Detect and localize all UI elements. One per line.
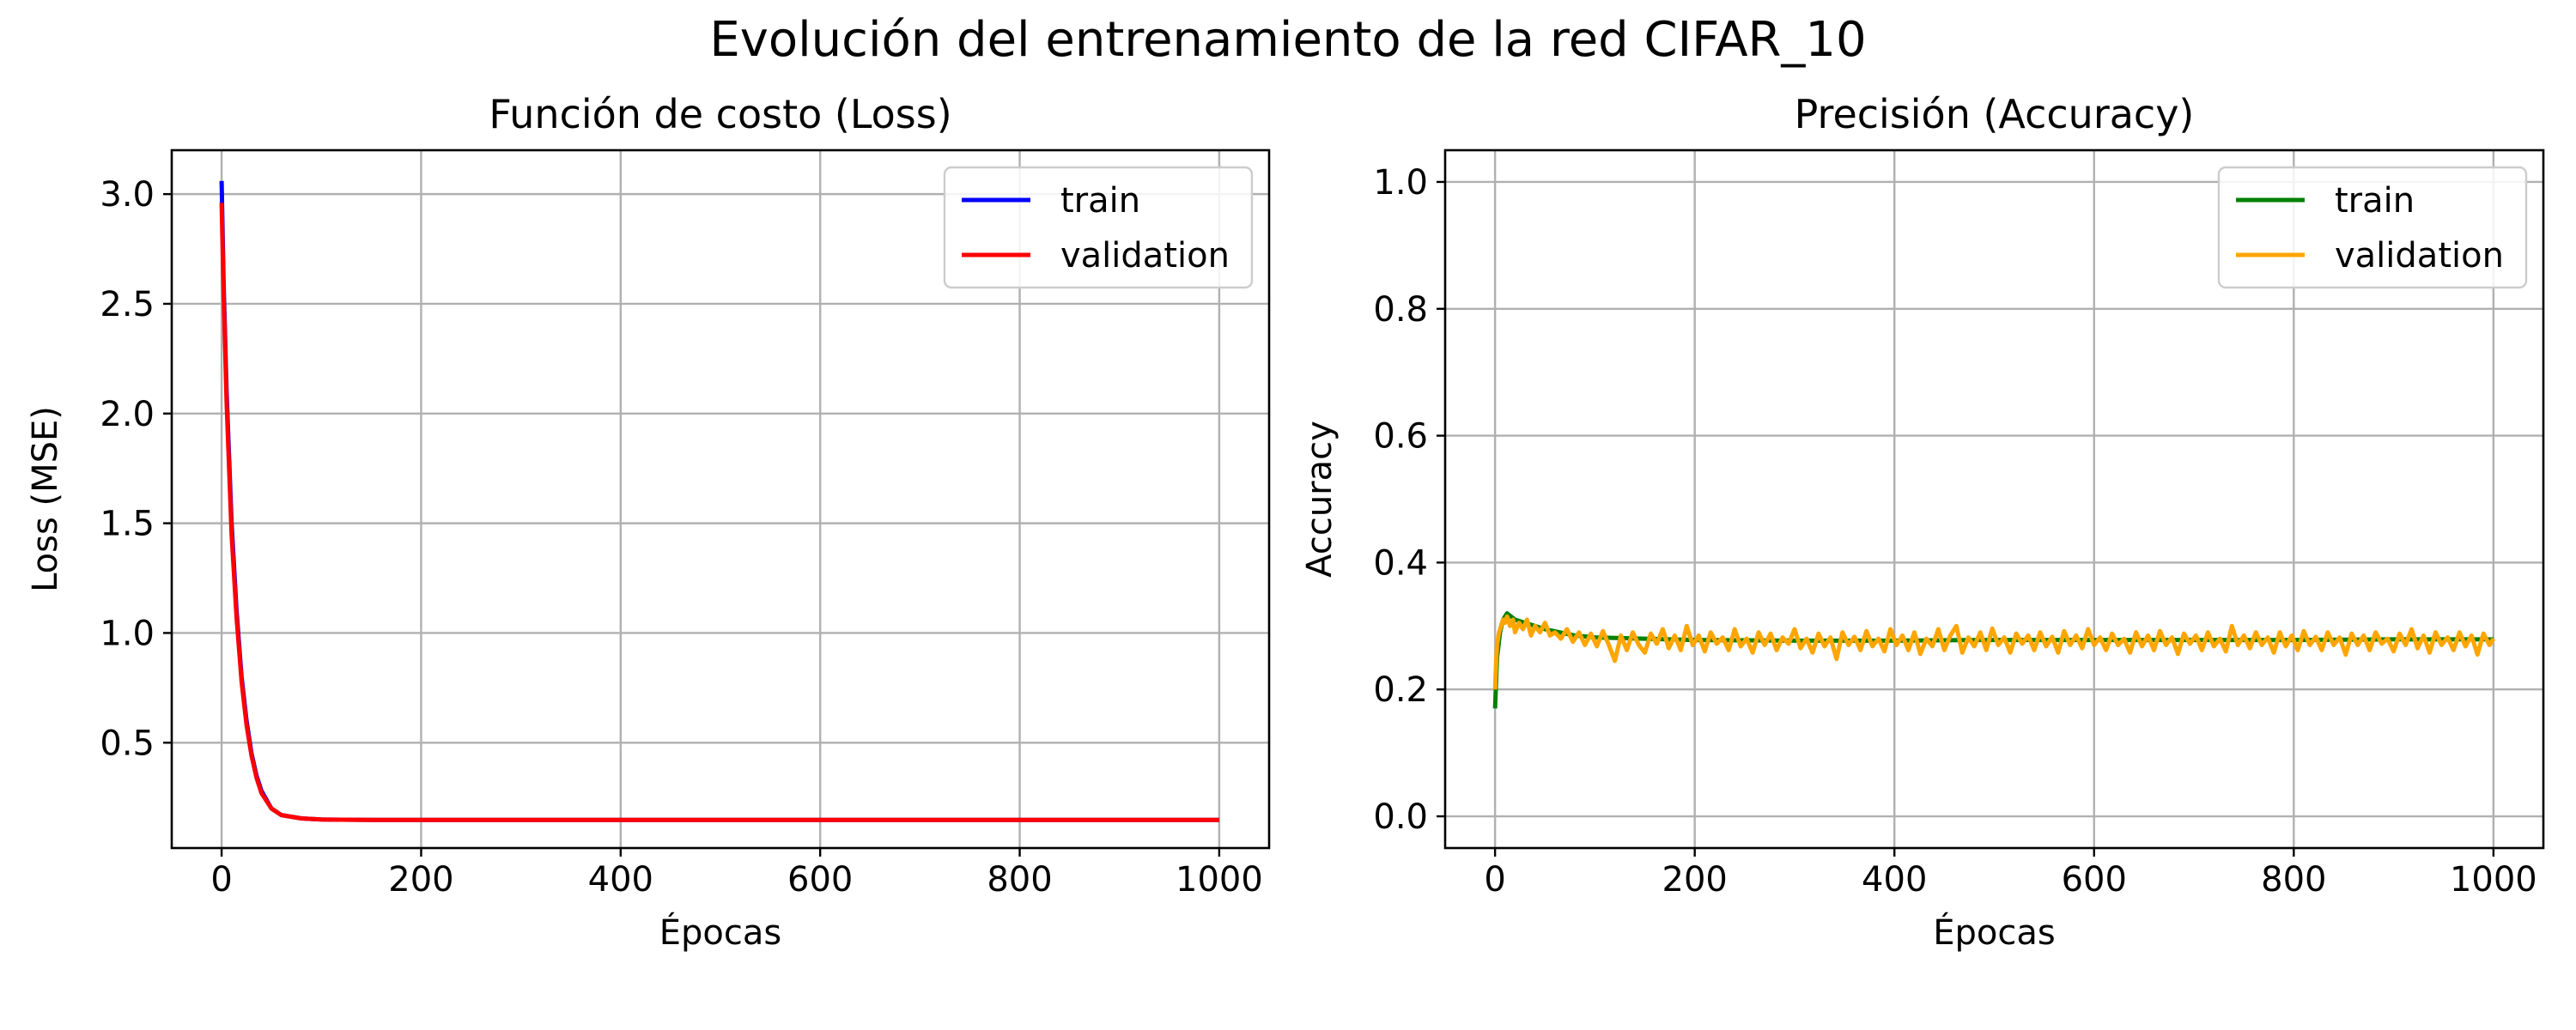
accuracy-y-tick-label: 0.6	[1373, 417, 1428, 457]
accuracy-y-tick-label: 1.0	[1373, 163, 1428, 203]
figure-title: Evolución del entrenamiento de la red CI…	[709, 12, 1866, 68]
loss-title: Función de costo (Loss)	[489, 91, 951, 137]
accuracy-x-tick-label: 200	[1662, 860, 1728, 900]
accuracy-legend-box	[2217, 166, 2528, 289]
loss-y-tick-label: 0.5	[100, 724, 155, 763]
accuracy-x-tick-label: 800	[2261, 860, 2326, 900]
accuracy-y-tick-label: 0.4	[1373, 543, 1428, 583]
accuracy-y-tick-label: 0.2	[1373, 670, 1428, 710]
loss-x-axis-label: Épocas	[659, 912, 781, 953]
accuracy-title: Precisión (Accuracy)	[1795, 91, 2195, 137]
loss-x-tick-label: 800	[987, 860, 1052, 900]
loss-x-tick-label: 0	[210, 860, 232, 900]
loss-legend: train validation	[943, 166, 1254, 289]
accuracy-panel: 0 200 400 600 800 1000 0.0 0.2 0.4 0.6 0.8 1.0 Preci…	[1300, 91, 2545, 953]
accuracy-legend: train validation	[2217, 166, 2528, 289]
loss-legend-label-train: train	[1060, 181, 1140, 221]
loss-y-tick-label: 1.0	[100, 614, 155, 653]
loss-series-line-validation	[219, 203, 1219, 822]
loss-axes-frame	[170, 148, 1271, 850]
loss-panel: 0 200 400 600 800 1000 0.5 1.0 1.5 2.0 2.5 3.0 Funci…	[26, 91, 1271, 953]
loss-y-axis-label: Loss (MSE)	[26, 406, 65, 592]
accuracy-axes-frame	[1443, 148, 2545, 850]
loss-y-tick-label: 3.0	[100, 175, 155, 215]
accuracy-x-axis-label: Épocas	[1933, 912, 2055, 953]
loss-x-tick-label: 200	[388, 860, 453, 900]
loss-x-tick-label: 1000	[1176, 860, 1263, 900]
accuracy-y-tick-label: 0.0	[1373, 797, 1428, 837]
accuracy-legend-label-train: train	[2335, 181, 2415, 221]
accuracy-x-tick-label: 1000	[2450, 860, 2537, 900]
accuracy-x-tick-label: 0	[1484, 860, 1505, 900]
loss-legend-label-validation: validation	[1060, 236, 1230, 276]
loss-x-tick-label: 600	[787, 860, 853, 900]
loss-y-tick-label: 2.5	[100, 285, 155, 324]
accuracy-y-axis-label: Accuracy	[1300, 421, 1340, 578]
accuracy-x-tick-label: 600	[2062, 860, 2127, 900]
accuracy-legend-label-validation: validation	[2335, 236, 2504, 276]
loss-x-tick-label: 400	[588, 860, 653, 900]
loss-legend-box	[943, 166, 1254, 289]
accuracy-series-line-validation	[1492, 614, 2495, 690]
accuracy-x-tick-label: 400	[1862, 860, 1927, 900]
accuracy-y-tick-label: 0.8	[1373, 290, 1428, 330]
loss-y-tick-label: 1.5	[100, 505, 155, 544]
loss-y-tick-label: 2.0	[100, 395, 155, 434]
